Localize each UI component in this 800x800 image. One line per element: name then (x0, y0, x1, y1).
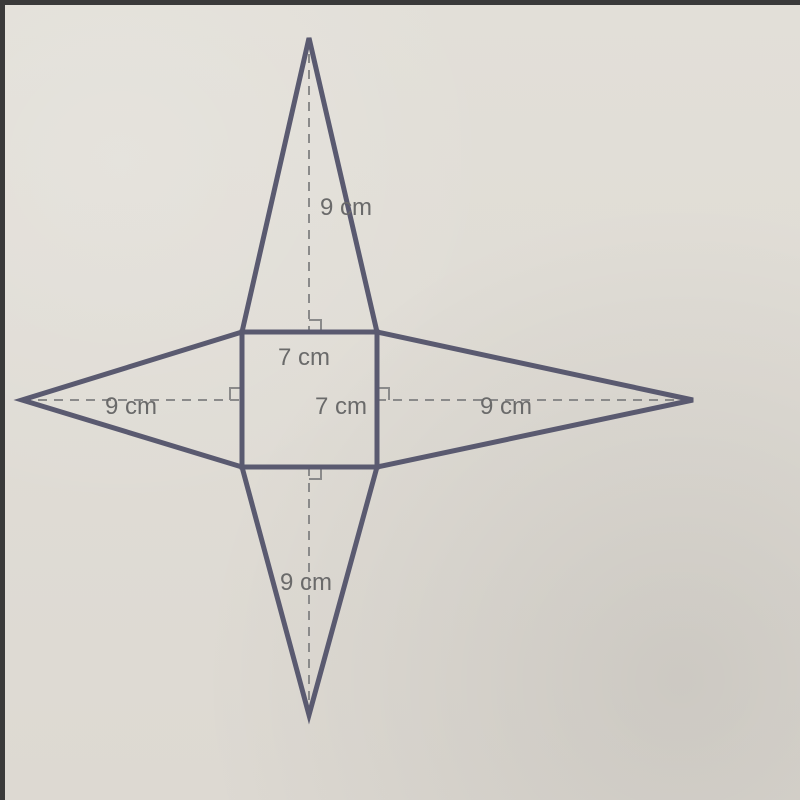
label-9cm-top: 9 cm (320, 194, 372, 221)
label-7cm-top: 7 cm (278, 344, 330, 371)
label-7cm-right: 7 cm (315, 393, 367, 420)
label-9cm-left: 9 cm (105, 393, 157, 420)
label-9cm-bottom: 9 cm (280, 569, 332, 596)
triangle-right (377, 332, 693, 467)
label-9cm-right: 9 cm (480, 393, 532, 420)
pyramid-net-diagram: 9 cm 7 cm 9 cm 7 cm 9 cm 9 cm (0, 0, 800, 800)
